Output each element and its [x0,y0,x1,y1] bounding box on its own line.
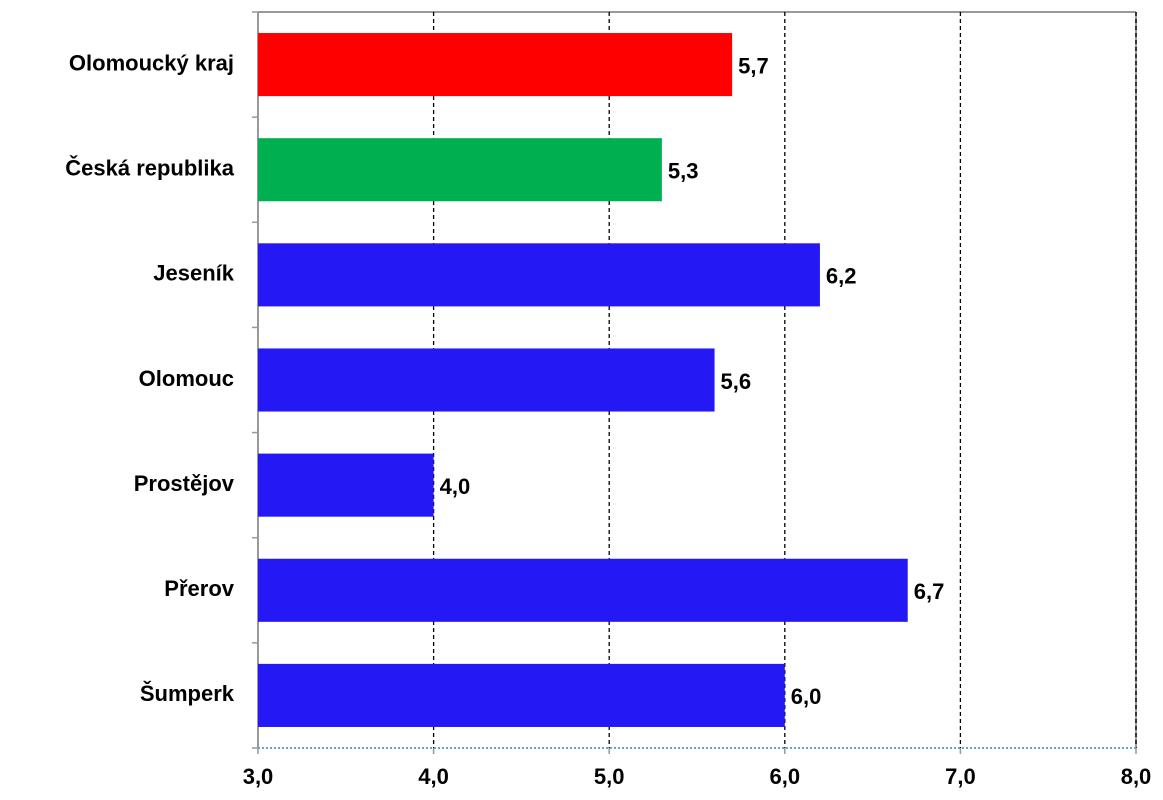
bar [258,453,434,517]
y-tick-label: Česká republika [65,156,235,181]
data-label: 6,7 [914,579,945,604]
y-tick-label: Přerov [164,576,234,601]
x-tick-label: 3,0 [243,764,274,789]
y-tick-label: Olomoucký kraj [69,50,234,75]
x-tick-label: 6,0 [770,764,801,789]
y-tick-label: Prostějov [134,471,235,496]
x-tick-label: 8,0 [1121,764,1152,789]
bar [258,138,662,202]
data-label: 6,0 [791,684,822,709]
x-tick-label: 5,0 [594,764,625,789]
bar [258,243,820,307]
y-tick-label: Olomouc [139,366,234,391]
data-label: 5,6 [721,369,752,394]
bar [258,663,785,727]
bar [258,558,908,622]
data-label: 4,0 [440,474,471,499]
bar [258,348,715,412]
data-label: 6,2 [826,264,857,289]
data-label: 5,7 [738,53,769,78]
bar [258,33,733,97]
y-tick-label: Jeseník [153,261,234,286]
data-label: 5,3 [668,159,699,184]
y-tick-label: Šumperk [140,681,235,706]
x-tick-label: 4,0 [418,764,449,789]
x-tick-label: 7,0 [945,764,976,789]
